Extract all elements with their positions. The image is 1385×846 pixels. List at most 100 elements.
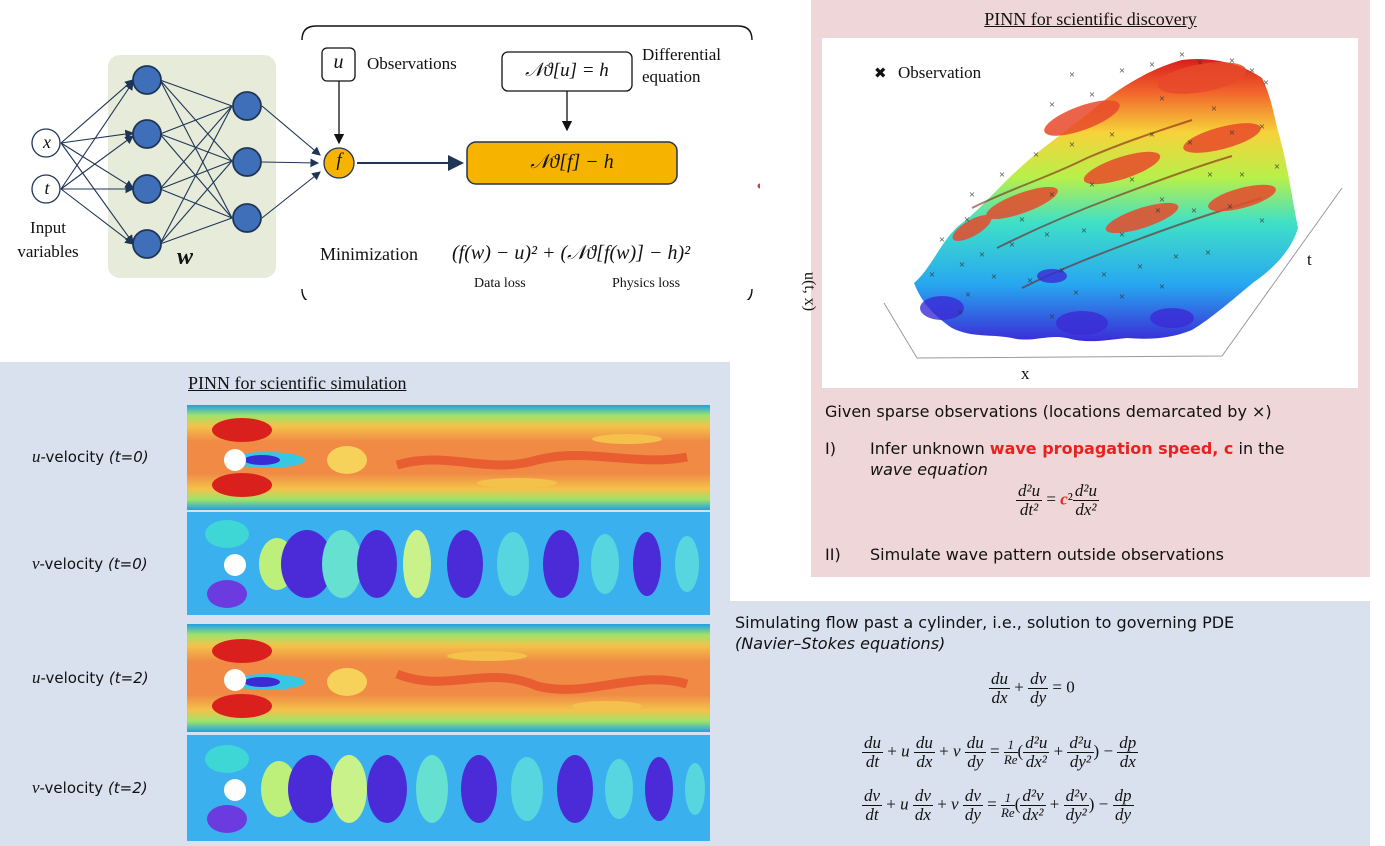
svg-text:×: × xyxy=(1159,93,1165,105)
output-f-label: f xyxy=(336,150,342,171)
discovery-item-1: Infer unknown wave propagation speed, c … xyxy=(870,439,1360,458)
svg-text:×: × xyxy=(1249,65,1255,77)
row-label-3: u-velocity (t=2) xyxy=(32,668,149,688)
svg-text:×: × xyxy=(1069,69,1075,81)
svg-text:×: × xyxy=(929,269,935,281)
u-velocity-t0-field xyxy=(187,405,710,510)
ns-caption-line2: (Navier–Stokes equations) xyxy=(735,634,946,653)
svg-text:×: × xyxy=(1044,229,1050,241)
wave-equation: d²u dt² = c² d²u dx² xyxy=(1016,481,1099,519)
weights-label: w xyxy=(177,244,194,270)
momentum-equation-y: dv dt + u dv dx + v dv dy = 1 Re(d²v dx² + d²… xyxy=(862,786,1134,824)
ns-caption-line1: Simulating flow past a cylinder, i.e., s… xyxy=(735,613,1235,632)
svg-text:×: × xyxy=(1149,129,1155,141)
discovery-item-1-num: I) xyxy=(825,439,836,458)
minimization-label: Minimization xyxy=(320,244,418,264)
hidden-node xyxy=(232,203,262,233)
svg-text:×: × xyxy=(1073,287,1079,299)
svg-text:×: × xyxy=(1227,201,1233,213)
v-velocity-t2-field xyxy=(187,735,710,841)
svg-text:×: × xyxy=(1119,229,1125,241)
svg-text:×: × xyxy=(1119,291,1125,303)
input-node-t xyxy=(31,174,61,204)
row-label-1: u-velocity (t=0) xyxy=(32,447,149,467)
discovery-title: PINN for scientific discovery xyxy=(984,9,1197,29)
hidden-node xyxy=(132,229,162,259)
discovery-caption: Given sparse observations (locations dem… xyxy=(825,402,1272,421)
svg-text:×: × xyxy=(1159,281,1165,293)
row-2-var: v xyxy=(32,554,40,573)
svg-text:×: × xyxy=(1081,225,1087,237)
loss-expression: (f(w) − u)² + (𝒩ϑ[f(w)] − h)² xyxy=(452,242,691,264)
svg-text:×: × xyxy=(1207,169,1213,181)
row-3-time: (t=2) xyxy=(108,669,149,687)
continuity-equation: du dx + dv dy = 0 xyxy=(989,669,1075,707)
svg-text:×: × xyxy=(1137,261,1143,273)
svg-text:×: × xyxy=(969,189,975,201)
diff-eq-line2: equation xyxy=(642,67,701,86)
row-1-label: -velocity xyxy=(40,448,109,466)
row-1-var: u xyxy=(32,447,41,466)
svg-text:×: × xyxy=(1229,55,1235,67)
diff-eq-label: Differential equation xyxy=(642,44,721,88)
row-4-time: (t=2) xyxy=(107,779,148,797)
item1-pre: Infer unknown xyxy=(870,439,990,458)
nn-diagram xyxy=(31,25,760,300)
svg-text:×: × xyxy=(1027,275,1033,287)
discovery-item-2: Simulate wave pattern outside observatio… xyxy=(870,545,1224,564)
axis-label-x: x xyxy=(1021,364,1030,383)
v-velocity-t0-field xyxy=(187,512,710,615)
svg-text:×: × xyxy=(1089,179,1095,191)
svg-text:×: × xyxy=(1049,311,1055,323)
svg-text:×: × xyxy=(1059,265,1065,277)
observation-legend-label: Observation xyxy=(898,63,982,82)
svg-text:×: × xyxy=(957,307,963,319)
u-velocity-t2-field xyxy=(187,624,710,732)
loss-bracket xyxy=(301,25,753,300)
svg-text:×: × xyxy=(939,234,945,246)
svg-text:×: × xyxy=(1259,215,1265,227)
hidden-node xyxy=(132,65,162,95)
input-label-line2: variables xyxy=(17,242,79,261)
simulation-title: PINN for scientific simulation xyxy=(188,373,407,393)
svg-text:×: × xyxy=(1239,169,1245,181)
svg-text:×: × xyxy=(1259,121,1265,133)
svg-text:×: × xyxy=(1155,205,1161,217)
momentum-equation-x: du dt + u du dx + v du dy = 1 Re(d²u dx² + d²… xyxy=(862,733,1139,771)
svg-text:×: × xyxy=(1274,161,1280,173)
svg-text:×: × xyxy=(965,289,971,301)
svg-text:×: × xyxy=(1205,247,1211,259)
observations-label: Observations xyxy=(367,54,457,73)
svg-text:×: × xyxy=(1109,129,1115,141)
svg-text:×: × xyxy=(1229,127,1235,139)
row-3-label: -velocity xyxy=(40,669,109,687)
svg-text:×: × xyxy=(1149,59,1155,71)
svg-text:×: × xyxy=(1191,205,1197,217)
svg-text:×: × xyxy=(1101,269,1107,281)
svg-text:×: × xyxy=(1197,57,1203,69)
output-node-f xyxy=(323,147,355,179)
input-label-line1: Input xyxy=(30,218,66,237)
item1-highlight: wave propagation speed, c xyxy=(989,439,1234,458)
residual-box xyxy=(466,141,678,185)
row-2-label: -velocity xyxy=(39,555,108,573)
wave-surface-plot: × × ×× × ××× ×× ×× ×××× × ××× ×× ×× × ××× ×××× … xyxy=(883,49,1343,359)
discovery-item-2-num: II) xyxy=(825,545,841,564)
hidden-node xyxy=(232,91,262,121)
svg-text:×: × xyxy=(1211,103,1217,115)
diff-eq-expression: 𝒩ϑ[u] = h xyxy=(525,60,609,81)
svg-text:×: × xyxy=(1179,49,1185,61)
residual-expression: 𝒩ϑ[f] − h xyxy=(530,151,614,173)
axis-label-t: t xyxy=(1307,250,1312,269)
physics-loss-label: Physics loss xyxy=(612,276,681,291)
svg-text:×: × xyxy=(1089,89,1095,101)
svg-text:×: × xyxy=(1049,99,1055,111)
input-t-label: t xyxy=(44,178,50,198)
row-label-4: v-velocity (t=2) xyxy=(32,778,148,798)
input-variables-label: Input variables xyxy=(12,216,84,264)
row-2-time: (t=0) xyxy=(107,555,148,573)
row-1-time: (t=0) xyxy=(108,448,149,466)
observation-legend-marker: ✖ xyxy=(874,64,887,82)
ns-panel xyxy=(730,601,1370,846)
svg-text:×: × xyxy=(964,214,970,226)
